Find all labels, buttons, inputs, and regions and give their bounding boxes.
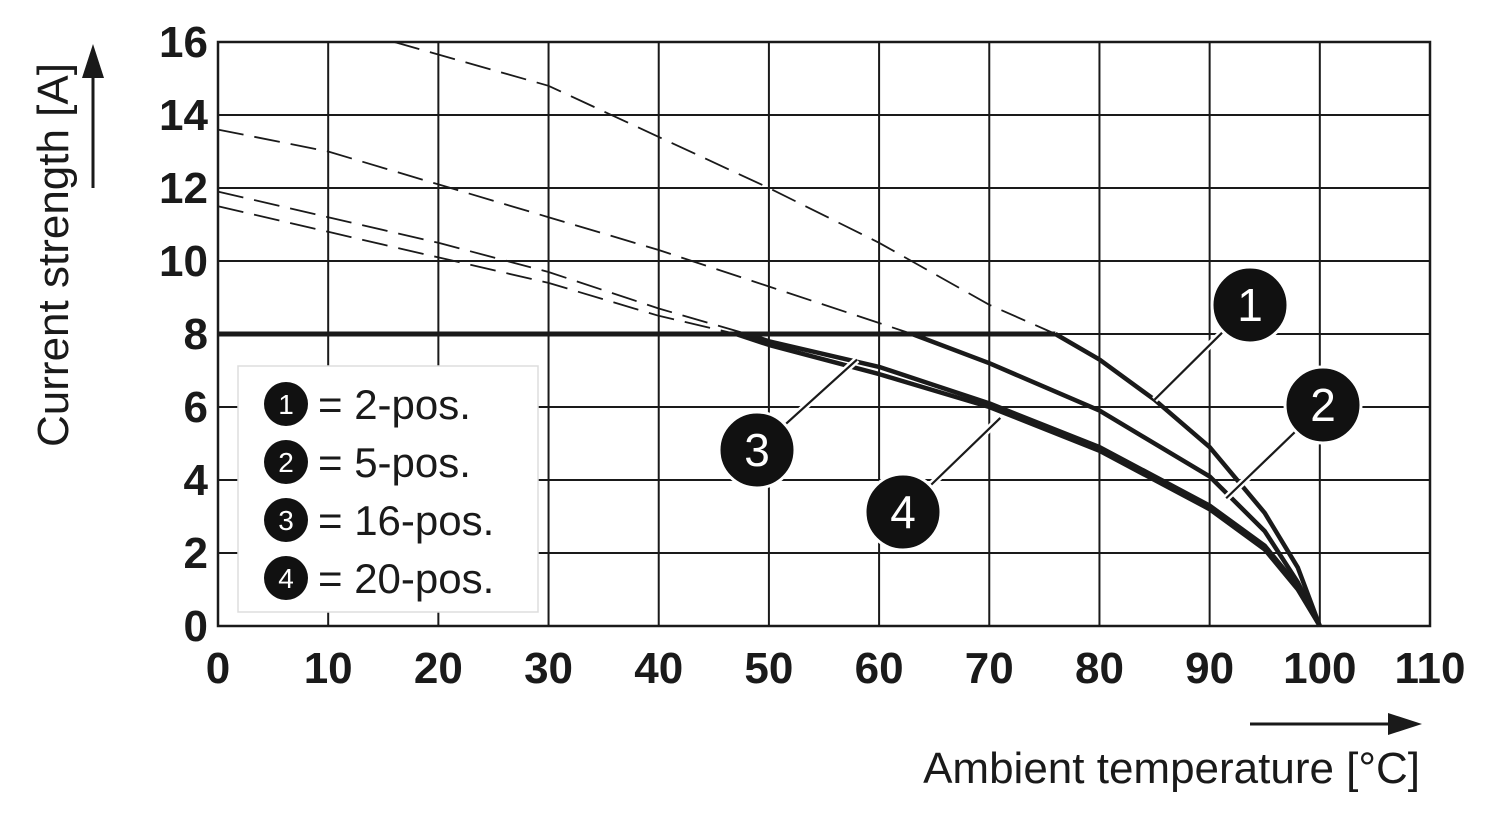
callout-leader: [780, 358, 858, 430]
callout-number: 4: [890, 486, 916, 538]
legend-entry: 1 = 2-pos.: [264, 381, 471, 428]
y-axis-arrow: [82, 44, 104, 188]
legend-entry: 2 = 5-pos.: [264, 439, 471, 486]
x-tick-label: 100: [1283, 644, 1356, 693]
curve-4-extension: [217, 205, 737, 335]
legend-label: = 5-pos.: [318, 439, 471, 486]
curve-1: [1054, 332, 1322, 627]
legend: 1 = 2-pos. 2 = 5-pos. 3 = 16-pos. 4 = 20-pos.: [237, 365, 539, 613]
legend-badge: [264, 382, 308, 426]
x-tick-label: 90: [1185, 644, 1234, 693]
callout-badge: [1283, 365, 1363, 445]
y-tick-label: 16: [159, 18, 208, 67]
legend-label: = 2-pos.: [318, 381, 471, 428]
callouts: 12 3 4: [717, 265, 1363, 552]
callout-1: 1: [1152, 265, 1290, 403]
callout-badge: [1210, 265, 1290, 345]
curve-3: [746, 331, 1322, 628]
x-tick-label: 10: [304, 644, 353, 693]
legend-badge-number: 3: [278, 505, 294, 536]
x-tick-label: 40: [634, 644, 683, 693]
x-axis-arrow: [1250, 713, 1422, 735]
callout-number: 3: [744, 424, 770, 476]
legend-badge: [264, 498, 308, 542]
callout-3: 3: [717, 356, 860, 490]
x-tick-label: 110: [1395, 644, 1466, 693]
y-tick-label: 10: [159, 237, 208, 286]
x-tick-label: 60: [855, 644, 904, 693]
callout-4: 4: [863, 415, 1003, 552]
curve-4: [735, 331, 1322, 628]
callout-leader: [1153, 326, 1229, 401]
callout-leader: [1225, 426, 1301, 500]
x-tick-label: 70: [965, 644, 1014, 693]
legend-entry: 3 = 16-pos.: [264, 497, 494, 544]
y-tick-label: 6: [184, 383, 208, 432]
legend-badge-number: 1: [278, 389, 294, 420]
legend-label: = 16-pos.: [318, 497, 494, 544]
legend-badge-number: 2: [278, 447, 294, 478]
x-tick-label: 0: [206, 644, 230, 693]
callout-badge: [863, 472, 943, 552]
curve-2-extension: [217, 128, 913, 335]
y-tick-label: 8: [184, 310, 208, 359]
curve-1-extension: [394, 41, 1056, 335]
callout-leader: [925, 417, 1002, 491]
y-tick-label: 14: [159, 91, 208, 140]
legend-badge-number: 4: [278, 563, 294, 594]
y-tick-label: 4: [184, 456, 209, 505]
callout-number: 1: [1237, 279, 1263, 331]
y-axis-label: Current strength [A]: [29, 63, 78, 447]
x-tick-label: 50: [744, 644, 793, 693]
x-tick-label: 80: [1075, 644, 1124, 693]
x-tick-label: 20: [414, 644, 463, 693]
callout-2: 2: [1223, 365, 1363, 501]
y-tick-label: 2: [184, 529, 208, 578]
legend-label: = 20-pos.: [318, 555, 494, 602]
legend-entry: 4 = 20-pos.: [264, 555, 494, 602]
curve-2: [911, 331, 1322, 628]
legend-badge: [264, 556, 308, 600]
x-axis-label: Ambient temperature [°C]: [923, 744, 1420, 793]
curve-3-extension: [217, 190, 748, 335]
callout-badge: [717, 410, 797, 490]
curves: [217, 41, 1322, 628]
callout-number: 2: [1310, 379, 1336, 431]
y-tick-label: 12: [159, 164, 208, 213]
legend-badge: [264, 440, 308, 484]
y-tick-label: 0: [184, 602, 208, 651]
x-tick-label: 30: [524, 644, 573, 693]
